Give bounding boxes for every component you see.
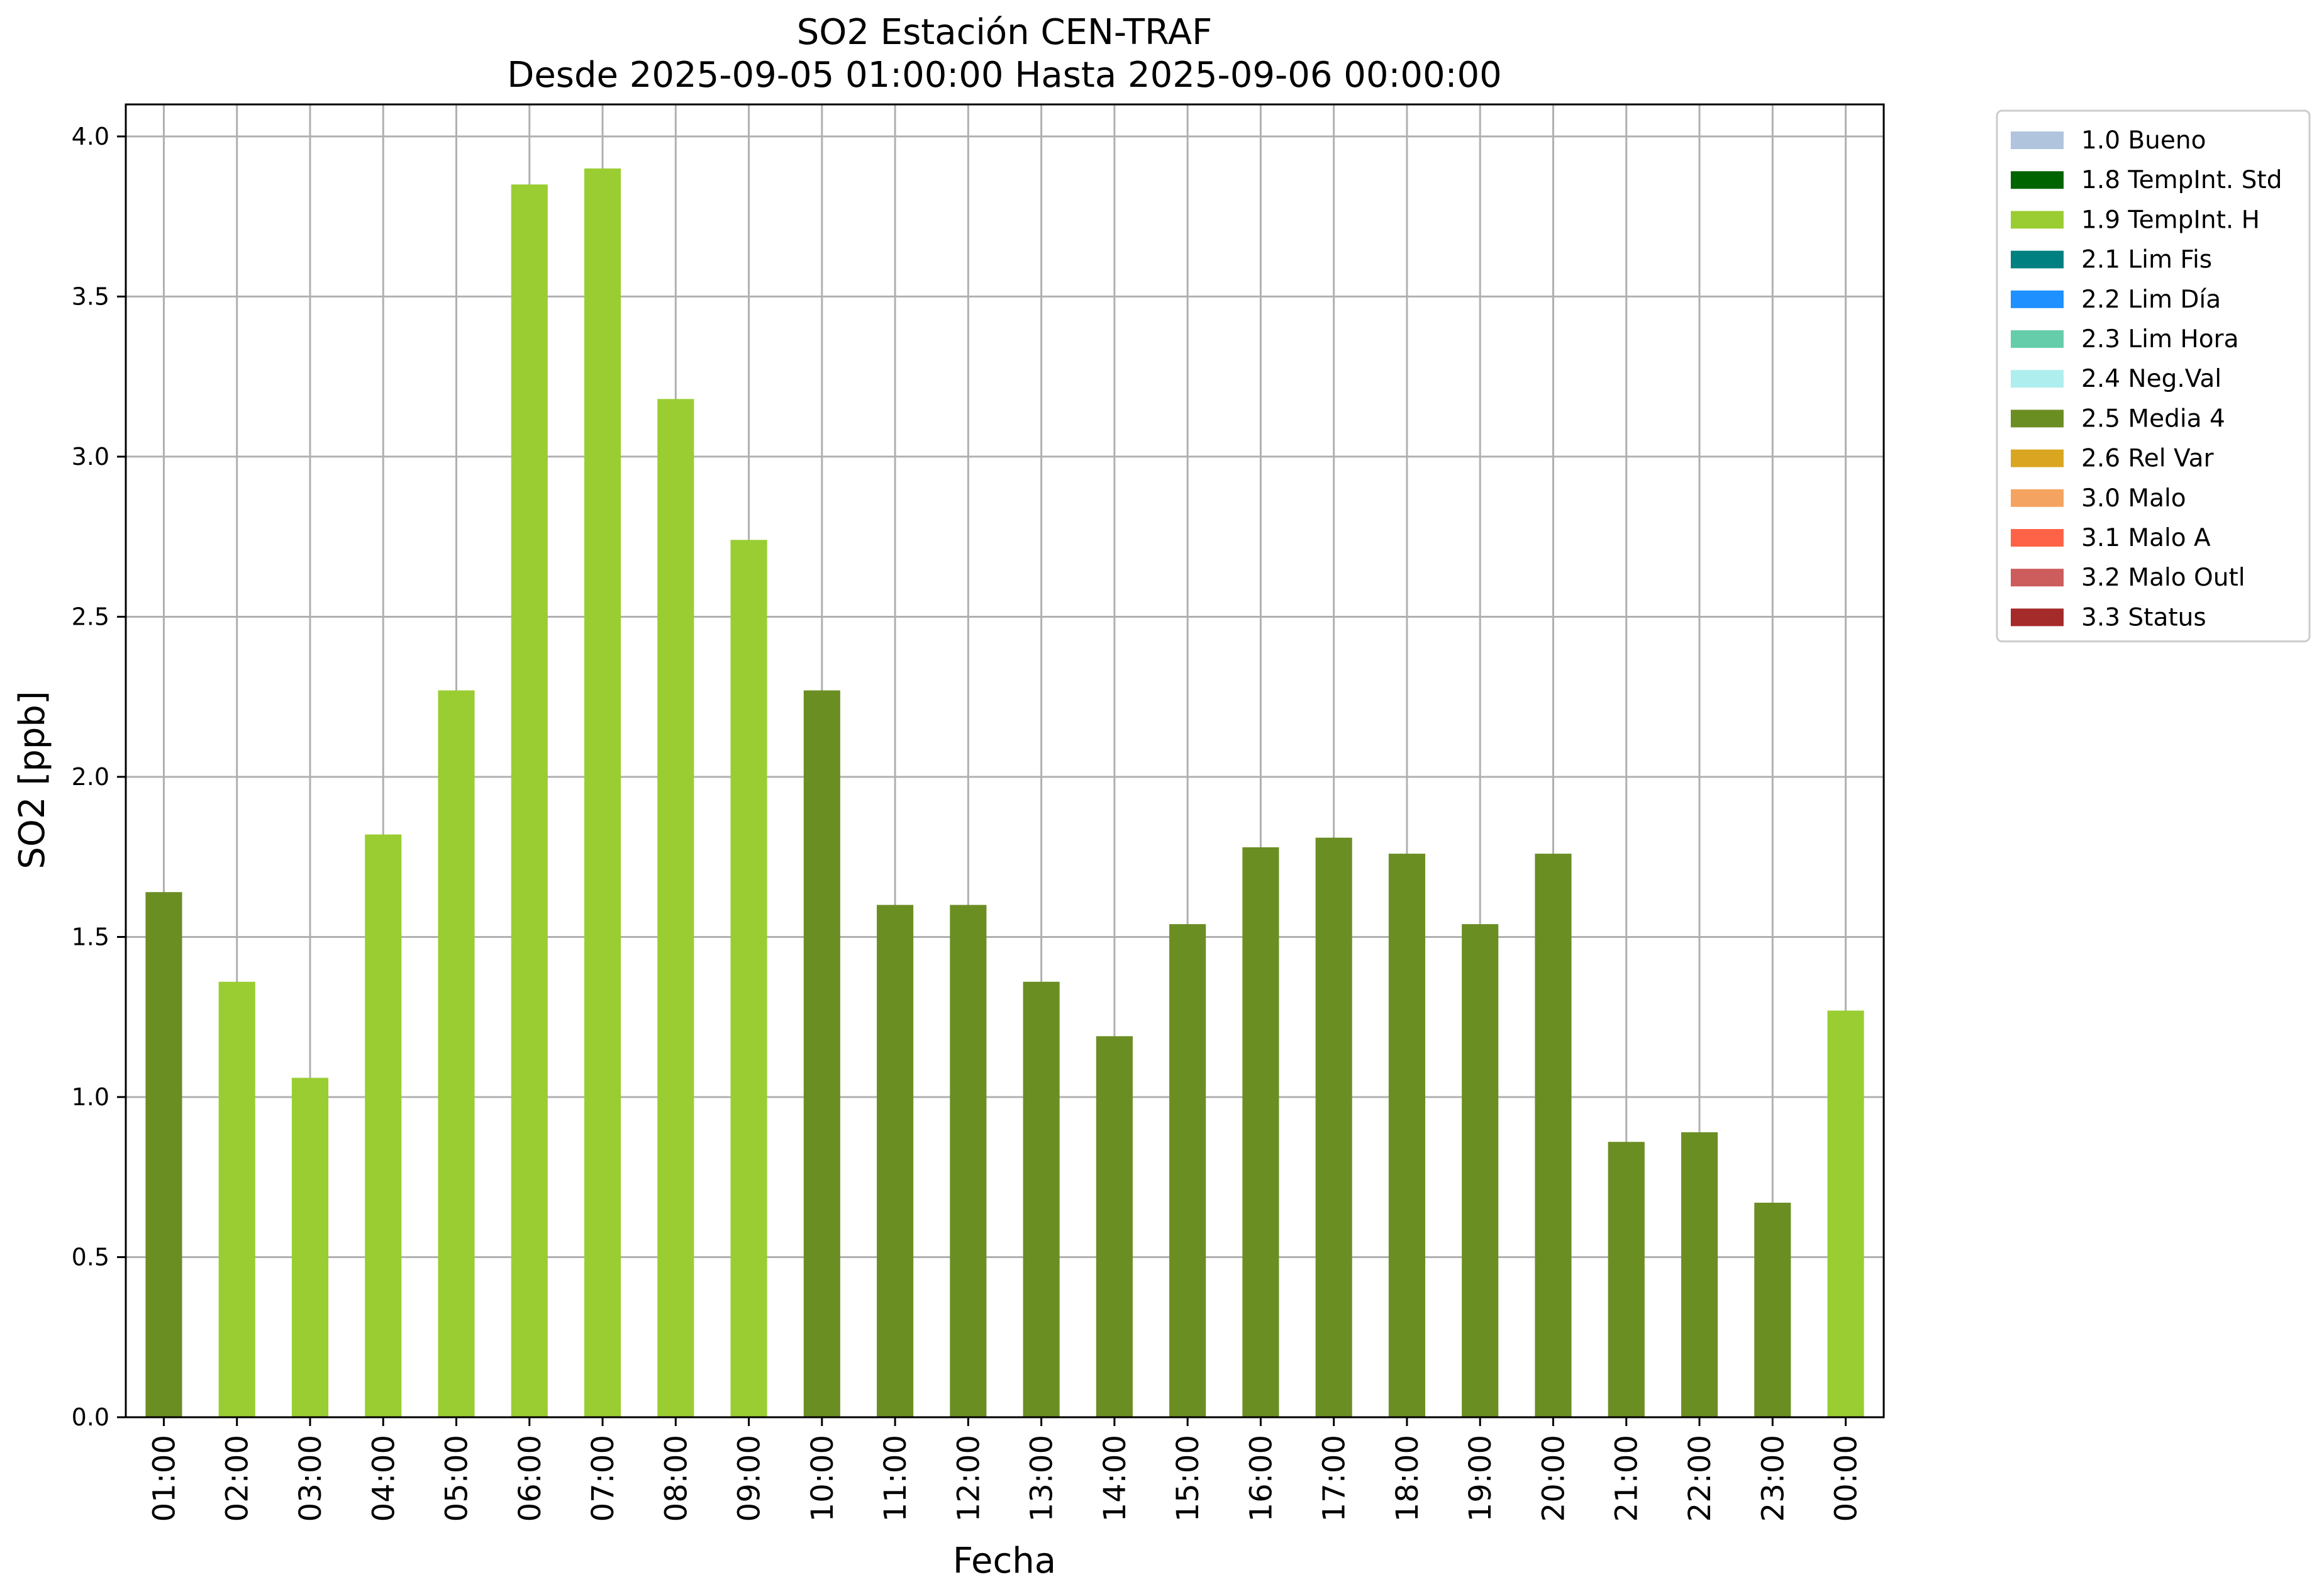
x-tick-label: 16:00 bbox=[1243, 1435, 1279, 1522]
x-tick-label: 09:00 bbox=[732, 1435, 767, 1522]
bar bbox=[1608, 1142, 1645, 1417]
legend-swatch bbox=[2011, 250, 2064, 269]
legend-frame bbox=[1996, 109, 2311, 643]
y-tick-label: 1.5 bbox=[72, 923, 109, 950]
legend-swatch bbox=[2011, 171, 2064, 189]
legend-label: 3.2 Malo Outl bbox=[2081, 564, 2245, 592]
legend-swatch bbox=[2011, 131, 2064, 149]
legend-swatch bbox=[2011, 449, 2064, 467]
legend-label: 3.1 Malo A bbox=[2081, 524, 2211, 552]
legend-swatch bbox=[2011, 370, 2064, 388]
bar bbox=[365, 834, 402, 1417]
x-tick-label: 08:00 bbox=[659, 1435, 694, 1522]
bar bbox=[1315, 837, 1352, 1417]
chart-title: SO2 Estación CEN-TRAF bbox=[797, 12, 1213, 53]
y-axis: 0.0 0.5 1.0 1.5 2.0 2.5 3.0 3.5 4.0 bbox=[72, 123, 126, 1431]
y-tick-label: 1.0 bbox=[72, 1083, 109, 1111]
y-tick-label: 2.5 bbox=[72, 603, 109, 630]
x-tick-label: 20:00 bbox=[1536, 1435, 1571, 1522]
legend-swatch bbox=[2011, 608, 2064, 627]
bar bbox=[1096, 1036, 1133, 1417]
x-tick-label: 23:00 bbox=[1755, 1435, 1791, 1522]
plot-area-frame bbox=[125, 103, 1885, 1418]
legend-label: 2.4 Neg.Val bbox=[2081, 365, 2221, 393]
y-tick-label: 2.0 bbox=[72, 763, 109, 791]
bar bbox=[1681, 1132, 1718, 1417]
legend-label: 2.5 Media 4 bbox=[2081, 404, 2225, 433]
bar bbox=[1754, 1202, 1791, 1417]
legend-swatch bbox=[2011, 290, 2064, 308]
bar bbox=[803, 690, 840, 1417]
legend-label: 1.9 TempInt. H bbox=[2081, 206, 2260, 234]
legend: 1.0 Bueno 1.8 TempInt. Std 1.9 TempInt. H 2… bbox=[1996, 109, 2311, 643]
legend-label: 2.1 Lim Fis bbox=[2081, 246, 2212, 274]
x-tick-label: 17:00 bbox=[1317, 1435, 1352, 1522]
bar bbox=[438, 690, 475, 1417]
bar bbox=[877, 905, 914, 1417]
y-tick-label: 3.5 bbox=[72, 282, 109, 310]
y-tick-label: 4.0 bbox=[72, 123, 109, 150]
x-tick-label: 04:00 bbox=[366, 1435, 401, 1522]
x-tick-label: 14:00 bbox=[1098, 1435, 1133, 1522]
y-axis-label: SO2 [ppb] bbox=[12, 691, 53, 869]
x-axis: 01:00 02:00 03:00 04:00 05:00 06:00 07:00 08:00… bbox=[147, 1417, 1864, 1522]
x-tick-label: 02:00 bbox=[220, 1435, 255, 1522]
x-tick-label: 03:00 bbox=[293, 1435, 328, 1522]
legend-swatch bbox=[2011, 410, 2064, 428]
x-tick-label: 15:00 bbox=[1170, 1435, 1206, 1522]
bar bbox=[1827, 1010, 1864, 1417]
x-tick-label: 22:00 bbox=[1682, 1435, 1718, 1522]
legend-label: 2.2 Lim Día bbox=[2081, 286, 2221, 314]
y-tick-label: 3.0 bbox=[72, 443, 109, 471]
x-tick-label: 12:00 bbox=[951, 1435, 986, 1522]
bar bbox=[584, 168, 621, 1417]
x-axis-label: Fecha bbox=[953, 1541, 1056, 1581]
legend-swatch bbox=[2011, 529, 2064, 547]
legend-label: 3.0 Malo bbox=[2081, 484, 2186, 513]
bar bbox=[950, 905, 987, 1417]
bars bbox=[145, 168, 1864, 1417]
x-tick-label: 06:00 bbox=[513, 1435, 548, 1522]
legend-swatch bbox=[2011, 330, 2064, 348]
legend-label: 1.8 TempInt. Std bbox=[2081, 166, 2282, 194]
bar bbox=[511, 184, 548, 1417]
bar bbox=[1535, 854, 1572, 1417]
chart-subtitle: Desde 2025-09-05 01:00:00 Hasta 2025-09-… bbox=[507, 55, 1502, 96]
legend-label: 2.6 Rel Var bbox=[2081, 445, 2215, 473]
legend-label: 3.3 Status bbox=[2081, 603, 2206, 632]
y-tick-label: 0.0 bbox=[72, 1403, 109, 1431]
x-tick-label: 21:00 bbox=[1610, 1435, 1645, 1522]
x-tick-label: 00:00 bbox=[1829, 1435, 1864, 1522]
y-tick-label: 0.5 bbox=[72, 1243, 109, 1271]
bar bbox=[291, 1078, 329, 1417]
x-tick-label: 07:00 bbox=[586, 1435, 621, 1522]
x-tick-label: 05:00 bbox=[440, 1435, 475, 1522]
x-tick-label: 13:00 bbox=[1025, 1435, 1060, 1522]
bar bbox=[145, 892, 182, 1417]
legend-swatch bbox=[2011, 489, 2064, 507]
bar bbox=[1462, 924, 1499, 1417]
bar bbox=[1023, 981, 1060, 1417]
legend-label: 1.0 Bueno bbox=[2081, 126, 2206, 155]
legend-swatch bbox=[2011, 569, 2064, 587]
bar bbox=[1242, 847, 1279, 1417]
x-tick-label: 11:00 bbox=[878, 1435, 913, 1522]
bar bbox=[1169, 924, 1206, 1417]
x-tick-label: 01:00 bbox=[147, 1435, 182, 1522]
bar bbox=[218, 981, 255, 1417]
bar bbox=[730, 540, 767, 1417]
x-tick-label: 10:00 bbox=[805, 1435, 840, 1522]
x-tick-label: 18:00 bbox=[1390, 1435, 1425, 1522]
bar bbox=[657, 399, 694, 1417]
legend-label: 2.3 Lim Hora bbox=[2081, 325, 2239, 354]
x-tick-label: 19:00 bbox=[1463, 1435, 1498, 1522]
bar bbox=[1388, 854, 1426, 1417]
legend-swatch bbox=[2011, 211, 2064, 229]
